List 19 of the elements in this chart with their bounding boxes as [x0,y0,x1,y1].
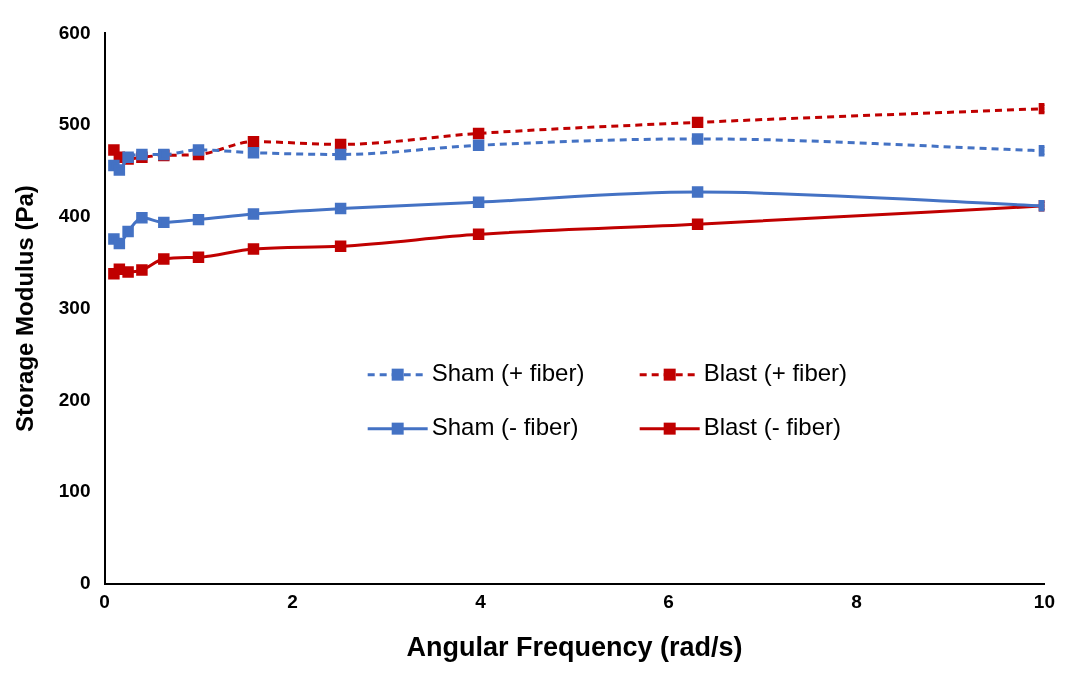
y-axis-title: Storage Modulus (Pa) [11,185,39,432]
y-tick-label: 0 [79,572,91,594]
x-tick-label: 0 [99,591,110,613]
x-tick-label: 2 [287,591,298,613]
y-tick-label: 100 [58,480,91,502]
x-tick-label: 6 [663,591,674,613]
x-axis-title: Angular Frequency (rad/s) [406,632,743,663]
y-tick-label: 400 [58,205,91,227]
x-tick-label: 10 [1033,591,1055,613]
legend-label: Blast (- fiber) [703,413,842,441]
y-tick-label: 300 [58,296,91,318]
x-tick-label: 8 [851,591,862,613]
y-tick-label: 600 [58,21,91,43]
legend-label: Blast (+ fiber) [703,359,848,387]
legend-label: Sham (+ fiber) [431,359,585,387]
y-tick-label: 500 [58,113,91,135]
y-tick-label: 200 [58,388,91,410]
x-tick-label: 4 [475,591,487,613]
legend-label: Sham (- fiber) [431,413,579,441]
